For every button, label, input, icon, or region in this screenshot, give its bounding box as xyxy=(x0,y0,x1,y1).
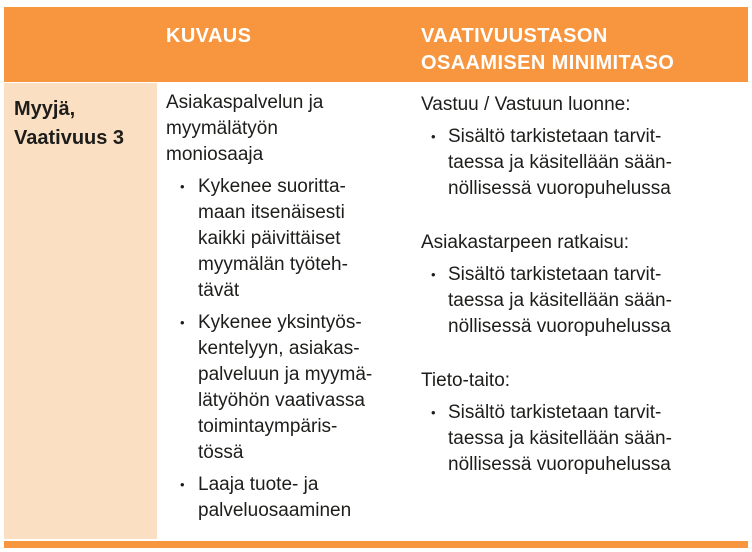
row-label-cell: Myyjä, Vaativuus 3 xyxy=(4,83,157,539)
requirement-bullet-text: Sisältö tarkistetaan tarvit- taessa ja k… xyxy=(448,400,748,478)
bullet-line: lätyöhön vaativassa xyxy=(198,390,365,411)
bullet-icon: • xyxy=(431,129,436,144)
bullet-line: nöllisessä vuoropuhelussa xyxy=(448,454,671,475)
requirement-section-asiakastarve: Asiakastarpeen ratkaisu: • Sisältö tarki… xyxy=(421,230,748,340)
bullet-line: palveluosaaminen xyxy=(198,500,352,521)
bullet-line: tävät xyxy=(198,280,240,301)
description-intro-line: Asiakaspalvelun ja xyxy=(166,92,324,113)
bullet-icon: • xyxy=(180,477,185,492)
bullet-line: Sisältö tarkistetaan tarvit- xyxy=(448,264,662,285)
table-bottom-border xyxy=(4,541,748,548)
requirement-bullet: • Sisältö tarkistetaan tarvit- taessa ja… xyxy=(421,124,748,202)
bullet-line: taessa ja käsitellään sään- xyxy=(448,152,672,173)
requirement-heading: Asiakastarpeen ratkaisu: xyxy=(421,232,630,253)
requirement-section-vastuu: Vastuu / Vastuun luonne: • Sisältö tarki… xyxy=(421,92,748,202)
bullet-line: toimintaympäris- xyxy=(198,416,338,437)
description-intro-line: myymälätyön xyxy=(166,118,278,139)
requirement-bullet: • Sisältö tarkistetaan tarvit- taessa ja… xyxy=(421,262,748,340)
bullet-line: taessa ja käsitellään sään- xyxy=(448,428,672,449)
bullet-line: kaikki päivittäiset xyxy=(198,228,341,249)
bullet-line: kentelyyn, asiakas- xyxy=(198,338,360,359)
description-bullet-3: • Laaja tuote- ja palveluosaaminen xyxy=(166,472,414,524)
bullet-line: Sisältö tarkistetaan tarvit- xyxy=(448,402,662,423)
requirement-bullet: • Sisältö tarkistetaan tarvit- taessa ja… xyxy=(421,400,748,478)
bullet-line: tössä xyxy=(198,442,244,463)
description-bullet-1: • Kykenee suoritta- maan itsenäisesti ka… xyxy=(166,174,414,304)
bullet-line: myymälän työteh- xyxy=(198,254,348,275)
bullet-icon: • xyxy=(180,315,185,330)
requirement-bullet-text: Sisältö tarkistetaan tarvit- taessa ja k… xyxy=(448,262,748,340)
bullet-line: palveluun ja myymä- xyxy=(198,364,373,385)
bullet-icon: • xyxy=(431,405,436,420)
description-cell: Asiakaspalvelun ja myymälätyön moniosaaj… xyxy=(166,83,414,539)
bullet-icon: • xyxy=(180,179,185,194)
bullet-line: nöllisessä vuoropuhelussa xyxy=(448,178,671,199)
requirement-section-tieto-taito: Tieto-taito: • Sisältö tarkistetaan tarv… xyxy=(421,368,748,478)
description-bullet-3-text: Laaja tuote- ja palveluosaaminen xyxy=(198,472,414,524)
bullet-icon: • xyxy=(431,267,436,282)
description-bullet-2: • Kykenee yksintyös- kentelyyn, asiakas-… xyxy=(166,310,414,466)
bullet-line: taessa ja käsitellään sään- xyxy=(448,290,672,311)
requirements-cell: Vastuu / Vastuun luonne: • Sisältö tarki… xyxy=(421,83,748,539)
row-label-line2: Vaativuus 3 xyxy=(14,127,125,149)
description-intro-line: moniosaaja xyxy=(166,144,264,165)
bullet-line: Kykenee suoritta- xyxy=(198,176,346,197)
column-header-minimitaso: VAATIVUUSTASON OSAAMISEN MINIMITASO xyxy=(421,23,674,77)
bullet-line: Laaja tuote- ja xyxy=(198,474,319,495)
description-intro: Asiakaspalvelun ja myymälätyön moniosaaj… xyxy=(166,90,414,168)
requirement-bullet-text: Sisältö tarkistetaan tarvit- taessa ja k… xyxy=(448,124,748,202)
row-label-line1: Myyjä, xyxy=(14,98,76,120)
requirement-heading: Tieto-taito: xyxy=(421,370,511,391)
bullet-line: nöllisessä vuoropuhelussa xyxy=(448,316,671,337)
column-header-kuvaus: KUVAUS xyxy=(166,25,252,47)
table-header-row: KUVAUS VAATIVUUSTASON OSAAMISEN MINIMITA… xyxy=(4,7,748,82)
requirement-heading: Vastuu / Vastuun luonne: xyxy=(421,94,631,115)
column-header-minimitaso-line2: OSAAMISEN MINIMITASO xyxy=(421,52,675,74)
bullet-line: maan itsenäisesti xyxy=(198,202,345,223)
description-bullet-1-text: Kykenee suoritta- maan itsenäisesti kaik… xyxy=(198,174,414,304)
bullet-line: Sisältö tarkistetaan tarvit- xyxy=(448,126,662,147)
description-bullet-2-text: Kykenee yksintyös- kentelyyn, asiakas- p… xyxy=(198,310,414,466)
bullet-line: Kykenee yksintyös- xyxy=(198,312,362,333)
column-header-minimitaso-line1: VAATIVUUSTASON xyxy=(421,25,608,47)
